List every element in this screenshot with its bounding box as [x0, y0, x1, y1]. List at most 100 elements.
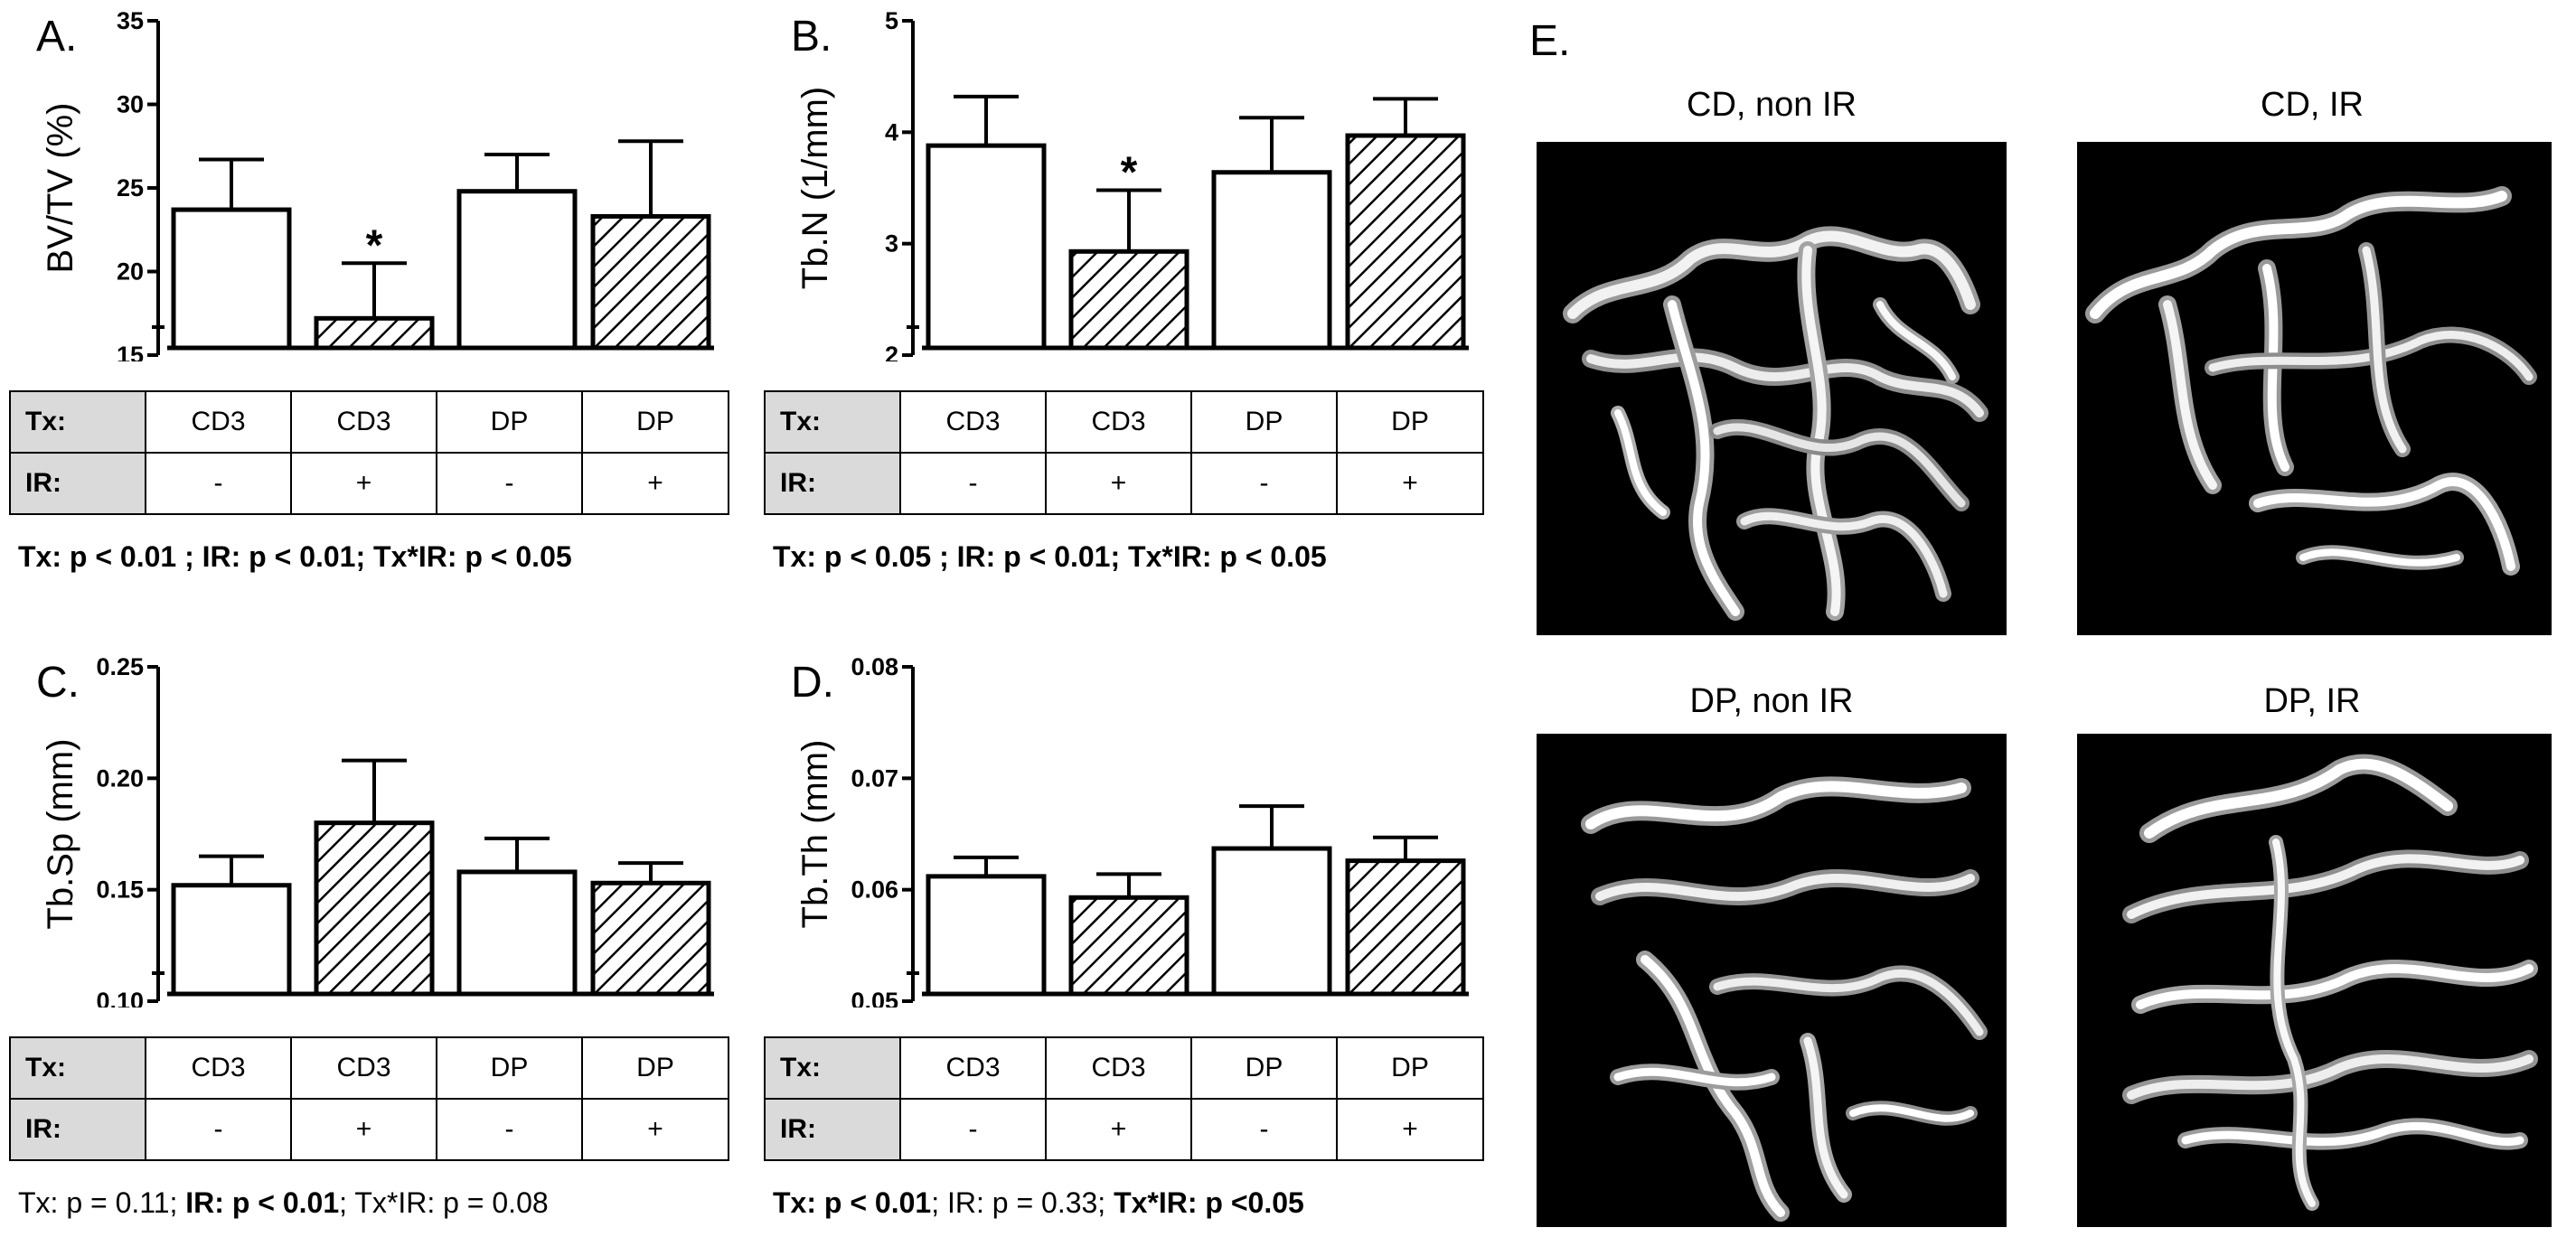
row-header: Tx:: [10, 391, 146, 453]
row-header: IR:: [10, 453, 146, 514]
bone-microct-image: [1537, 734, 2007, 1227]
bar-chart-svg: B. Tb.N (1/mm) 2 3 4 5 *: [755, 0, 1496, 361]
y-axis-label: Tb.N (1/mm): [795, 87, 835, 289]
table-cell: CD3: [900, 1037, 1046, 1099]
table-cell: CD3: [146, 391, 291, 453]
table-cell: -: [146, 1099, 291, 1160]
bar-chart-svg: C. Tb.Sp (mm) 0.10 0.15 0.20 0.25: [0, 646, 741, 1007]
bar: [1214, 848, 1330, 994]
y-tick-label: 30: [117, 91, 144, 118]
y-tick-label: 5: [885, 7, 898, 34]
table-cell: +: [1046, 453, 1191, 514]
table-cell: +: [1337, 1099, 1483, 1160]
table-cell: CD3: [146, 1037, 291, 1099]
table-cell: CD3: [291, 1037, 437, 1099]
significance-marker: *: [1121, 148, 1138, 196]
bar-chart-svg: A. BV/TV (%) 15 20 25 30 35 *: [0, 0, 741, 361]
table-cell: DP: [582, 1037, 729, 1099]
statistics-fragment: Tx: p < 0.05 ; IR: p < 0.01; Tx*IR: p < …: [773, 540, 1327, 573]
table-cell: +: [582, 453, 729, 514]
row-header: Tx:: [10, 1037, 146, 1099]
table-cell: DP: [437, 1037, 582, 1099]
statistics-text: Tx: p < 0.05 ; IR: p < 0.01; Tx*IR: p < …: [773, 540, 1327, 574]
bar-chart-svg: D. Tb.Th (mm) 0.05 0.06 0.07 0.08: [755, 646, 1496, 1007]
image-title-cd-ir: CD, IR: [2077, 86, 2547, 125]
image-title-dp-ir: DP, IR: [2077, 682, 2547, 721]
y-tick-label: 0.20: [96, 764, 144, 792]
y-tick-label: 0.08: [851, 653, 898, 680]
row-header: IR:: [765, 453, 900, 514]
tx-row: Tx: CD3 CD3 DP DP: [765, 391, 1483, 453]
y-tick-label: 25: [117, 174, 144, 201]
y-tick-label: 0.06: [851, 876, 898, 904]
y-tick-label: 2: [885, 342, 898, 361]
panel-e-letter: E.: [1529, 16, 1570, 66]
statistics-fragment: Tx*IR: p <0.05: [1114, 1186, 1304, 1219]
table-cell: DP: [1337, 1037, 1483, 1099]
bar: [593, 216, 709, 348]
table-cell: DP: [1191, 391, 1337, 453]
table-cell: DP: [582, 391, 729, 453]
panel-letter: A.: [36, 13, 77, 61]
row-header: IR:: [765, 1099, 900, 1160]
significance-marker: *: [366, 221, 383, 269]
bar: [1348, 136, 1463, 348]
y-tick-label: 3: [885, 230, 898, 258]
y-axis-label: Tb.Th (mm): [795, 740, 835, 929]
bar: [174, 886, 289, 994]
y-tick-label: 15: [117, 342, 144, 361]
chart-panel-b: B. Tb.N (1/mm) 2 3 4 5 * Tx: CD3 CD3 DP DP IR: - + - + Tx…: [755, 0, 1496, 596]
panel-letter: D.: [791, 659, 834, 707]
bone-microct-image: [2077, 734, 2552, 1227]
panel-letter: C.: [36, 659, 80, 707]
bar: [459, 192, 575, 348]
bar: [928, 145, 1044, 348]
statistics-fragment: Tx: p < 0.01 ; IR: p < 0.01; Tx*IR: p < …: [18, 540, 572, 573]
table-cell: CD3: [1046, 391, 1191, 453]
condition-table: Tx: CD3 CD3 DP DP IR: - + - +: [764, 390, 1484, 515]
table-cell: +: [582, 1099, 729, 1160]
table-cell: -: [437, 1099, 582, 1160]
axis-break: [907, 321, 919, 355]
image-title-cd-non-ir: CD, non IR: [1537, 86, 2007, 125]
row-header: IR:: [10, 1099, 146, 1160]
chart-panel-d: D. Tb.Th (mm) 0.05 0.06 0.07 0.08 Tx: CD3 CD3 DP D…: [755, 646, 1496, 1237]
y-tick-label: 20: [117, 258, 144, 286]
ir-row: IR: - + - +: [765, 453, 1483, 514]
row-header: Tx:: [765, 391, 900, 453]
bar: [1071, 897, 1187, 994]
row-header: Tx:: [765, 1037, 900, 1099]
bar: [593, 883, 709, 994]
table-cell: CD3: [291, 391, 437, 453]
bar: [1348, 861, 1463, 994]
y-tick-label: 0.07: [851, 764, 898, 792]
statistics-fragment: Tx: p < 0.01: [773, 1186, 931, 1219]
chart-panel-a: A. BV/TV (%) 15 20 25 30 35 * Tx: CD3 CD3 DP DP IR: - +…: [0, 0, 741, 596]
y-tick-label: 35: [117, 7, 144, 34]
y-tick-label: 0.05: [851, 988, 898, 1007]
axis-break: [907, 967, 919, 1001]
y-axis-label: BV/TV (%): [41, 103, 80, 274]
y-tick-label: 0.15: [96, 876, 144, 904]
y-axis-label: Tb.Sp (mm): [41, 738, 80, 929]
table-cell: +: [291, 453, 437, 514]
ir-row: IR: - + - +: [10, 453, 729, 514]
table-cell: -: [1191, 1099, 1337, 1160]
table-cell: +: [1337, 453, 1483, 514]
bar: [316, 823, 432, 994]
panel-letter: B.: [791, 13, 832, 61]
table-cell: DP: [1191, 1037, 1337, 1099]
tx-row: Tx: CD3 CD3 DP DP: [10, 1037, 729, 1099]
table-cell: +: [291, 1099, 437, 1160]
table-cell: -: [146, 453, 291, 514]
table-cell: DP: [437, 391, 582, 453]
bar: [1071, 251, 1187, 348]
bone-microct-image: [1537, 142, 2007, 635]
bar: [928, 876, 1044, 994]
y-tick-label: 4: [885, 118, 898, 145]
tx-row: Tx: CD3 CD3 DP DP: [765, 1037, 1483, 1099]
bar: [174, 210, 289, 348]
statistics-text: Tx: p = 0.11; IR: p < 0.01; Tx*IR: p = 0…: [18, 1186, 549, 1220]
bar: [316, 318, 432, 348]
tx-row: Tx: CD3 CD3 DP DP: [10, 391, 729, 453]
